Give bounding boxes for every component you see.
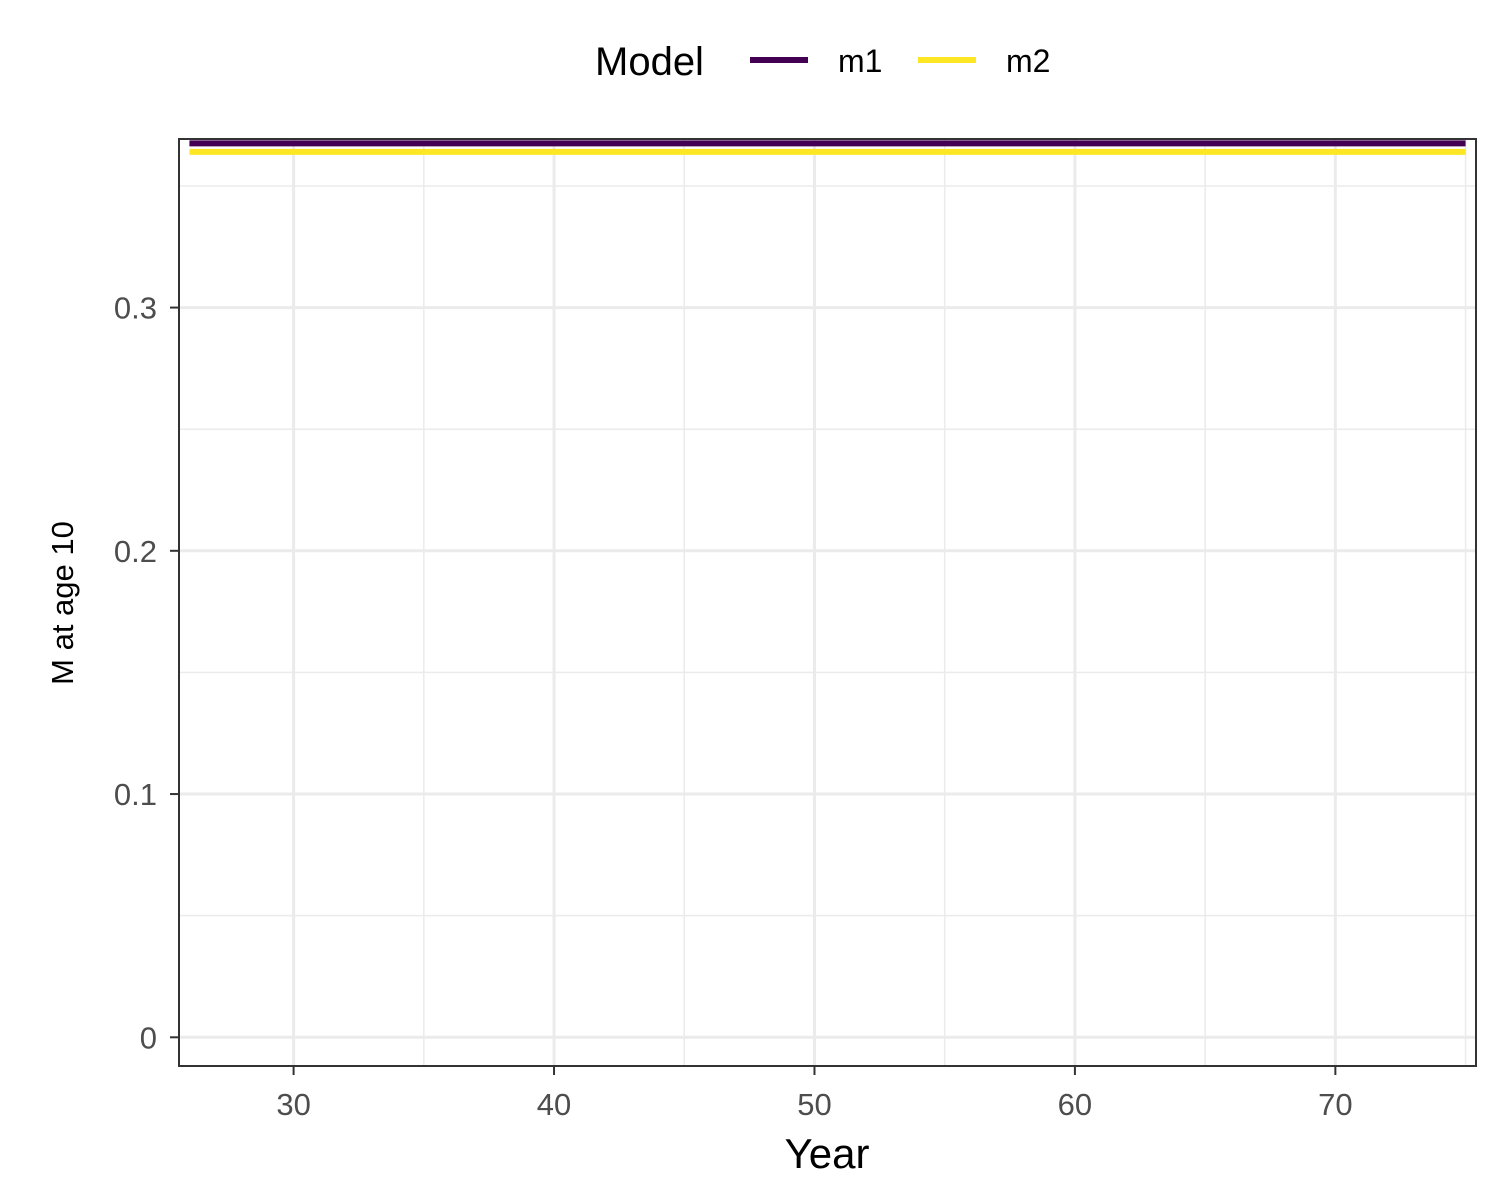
legend-label-m2: m2: [1006, 43, 1050, 79]
y-axis-title: M at age 10: [45, 521, 80, 685]
x-axis-title: Year: [785, 1130, 870, 1177]
x-axis: 30 40 50 60 70: [276, 1066, 1353, 1122]
grid-major: [179, 139, 1476, 1066]
y-tick-label-1: 0.1: [114, 777, 157, 812]
plot-panel: [178, 138, 1477, 1067]
x-tick-label-3: 60: [1058, 1087, 1092, 1122]
y-tick-label-0: 0: [140, 1020, 157, 1055]
x-tick-label-4: 70: [1318, 1087, 1352, 1122]
y-tick-label-3: 0.3: [114, 291, 157, 326]
x-tick-label-0: 30: [276, 1087, 310, 1122]
x-tick-label-1: 40: [537, 1087, 571, 1122]
legend: Model m1 m2: [595, 40, 1050, 84]
y-tick-label-2: 0.2: [114, 534, 157, 569]
grid-minor: [179, 139, 1476, 1066]
legend-label-m1: m1: [838, 43, 882, 79]
series-layer: [189, 140, 1466, 155]
panel-border: [178, 138, 1477, 1067]
x-tick-label-2: 50: [797, 1087, 831, 1122]
y-axis: 0 0.1 0.2 0.3: [114, 291, 179, 1055]
legend-title: Model: [595, 40, 704, 84]
